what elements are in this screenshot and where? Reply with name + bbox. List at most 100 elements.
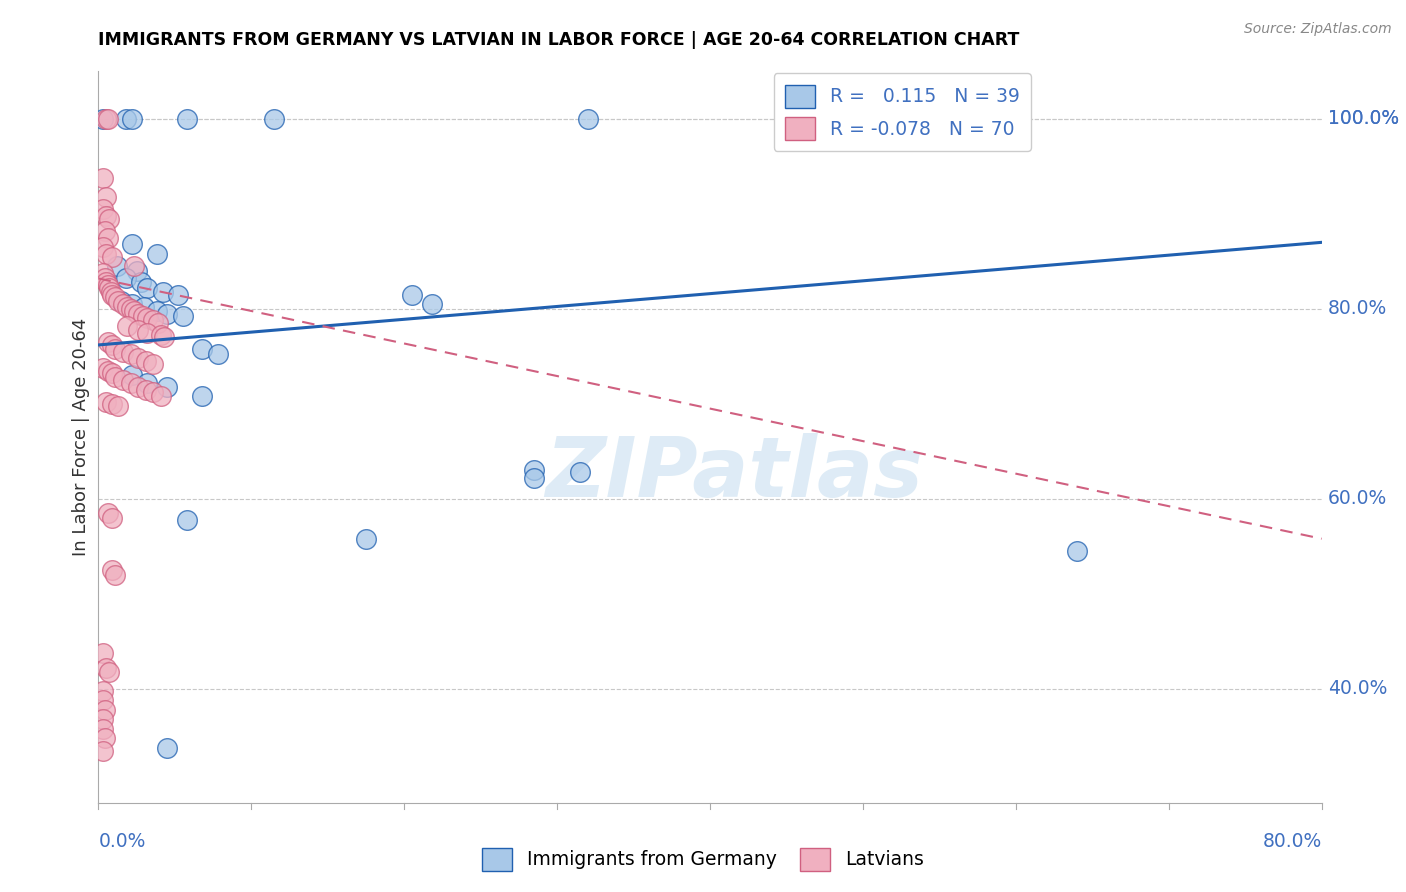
Point <box>111 373 134 387</box>
Point <box>93 271 115 285</box>
Point <box>97 363 120 377</box>
Point <box>98 665 121 679</box>
Point <box>156 380 179 394</box>
Text: 40.0%: 40.0% <box>1327 680 1388 698</box>
Point <box>97 335 120 350</box>
Point <box>136 376 159 390</box>
Point <box>94 209 117 223</box>
Point <box>125 264 148 278</box>
Point <box>97 278 120 293</box>
Point <box>91 360 114 375</box>
Point <box>523 463 546 477</box>
Point <box>176 513 198 527</box>
Point <box>152 285 174 299</box>
Point <box>127 351 149 366</box>
Point <box>1066 544 1088 558</box>
Point <box>121 368 143 383</box>
Point <box>101 367 124 381</box>
Point <box>91 743 114 757</box>
Point <box>104 342 127 356</box>
Point <box>101 397 124 411</box>
Point <box>354 532 377 546</box>
Point <box>153 330 176 344</box>
Point <box>91 722 114 736</box>
Point <box>576 112 599 126</box>
Point <box>111 344 134 359</box>
Point <box>136 326 159 340</box>
Text: 80.0%: 80.0% <box>1263 832 1322 851</box>
Point <box>117 318 139 333</box>
Point <box>122 259 145 273</box>
Point <box>111 297 134 311</box>
Point <box>98 211 121 226</box>
Point <box>120 301 142 316</box>
Point <box>142 357 165 371</box>
Point <box>176 112 198 126</box>
Point <box>107 399 129 413</box>
Point <box>134 300 156 314</box>
Point <box>97 230 120 244</box>
Text: 60.0%: 60.0% <box>1327 490 1386 508</box>
Point <box>101 250 124 264</box>
Point <box>136 311 159 326</box>
Point <box>115 271 138 285</box>
Point <box>191 389 214 403</box>
Point <box>191 342 214 356</box>
Point <box>94 112 117 126</box>
Point <box>790 112 813 126</box>
Point <box>101 563 124 577</box>
Point <box>121 297 143 311</box>
Point <box>132 310 155 324</box>
Point <box>127 307 149 321</box>
Point <box>97 112 120 126</box>
Point <box>91 646 114 660</box>
Text: ZIPatlas: ZIPatlas <box>546 434 924 514</box>
Point <box>107 294 129 309</box>
Text: 100.0%: 100.0% <box>1327 110 1399 128</box>
Point <box>145 303 167 318</box>
Point <box>91 202 114 216</box>
Point <box>136 281 159 295</box>
Point <box>120 347 142 361</box>
Point <box>93 224 115 238</box>
Point <box>145 246 167 260</box>
Text: 100.0%: 100.0% <box>1327 110 1399 128</box>
Point <box>91 170 114 185</box>
Text: 0.0%: 0.0% <box>98 832 146 851</box>
Point <box>263 112 285 126</box>
Point <box>91 112 114 126</box>
Point <box>420 297 443 311</box>
Point <box>94 661 117 675</box>
Point <box>94 275 117 289</box>
Point <box>104 290 127 304</box>
Point <box>91 266 114 280</box>
Point <box>135 354 157 368</box>
Point <box>91 683 114 698</box>
Point <box>110 294 132 309</box>
Point <box>135 383 157 397</box>
Point <box>97 506 120 520</box>
Point <box>93 703 115 717</box>
Point <box>104 567 127 582</box>
Legend: Immigrants from Germany, Latvians: Immigrants from Germany, Latvians <box>475 840 931 878</box>
Text: IMMIGRANTS FROM GERMANY VS LATVIAN IN LABOR FORCE | AGE 20-64 CORRELATION CHART: IMMIGRANTS FROM GERMANY VS LATVIAN IN LA… <box>98 31 1019 49</box>
Point <box>129 275 152 289</box>
Text: 80.0%: 80.0% <box>1327 300 1386 318</box>
Point <box>121 112 143 126</box>
Point <box>94 190 117 204</box>
Point <box>172 310 194 324</box>
Point <box>167 287 190 301</box>
Point <box>142 313 165 327</box>
Point <box>523 471 546 485</box>
Point <box>207 347 229 361</box>
Point <box>91 240 114 254</box>
Point <box>121 237 143 252</box>
Point <box>94 246 117 260</box>
Point <box>127 323 149 337</box>
Point <box>100 285 122 299</box>
Point <box>101 511 124 525</box>
Point <box>105 259 128 273</box>
Point <box>401 287 423 301</box>
Point <box>91 712 114 726</box>
Point <box>101 287 124 301</box>
